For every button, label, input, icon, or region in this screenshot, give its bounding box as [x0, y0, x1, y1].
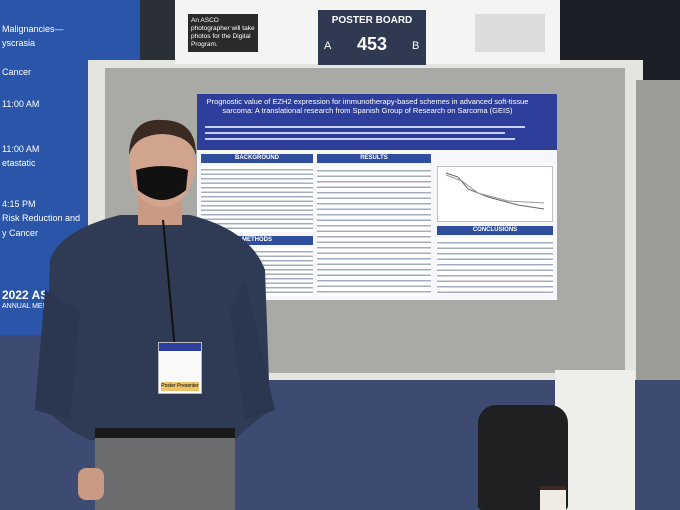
- plot-figure: [445, 172, 545, 210]
- section-heading: CONCLUSIONS: [437, 226, 553, 235]
- screen-text: 11:00 AM: [2, 99, 40, 109]
- board-number: 453: [356, 34, 388, 54]
- screen-text: Cancer: [2, 67, 32, 77]
- screen-text: 4:15 PM: [2, 199, 36, 209]
- screen-text: y Cancer: [2, 228, 39, 238]
- screen-text: Risk Reduction and: [2, 213, 81, 223]
- section-heading: BACKGROUND: [201, 154, 313, 163]
- screen-text: ANNUAL MEE: [2, 303, 48, 310]
- side-board: [636, 80, 680, 380]
- text-block: [437, 238, 553, 294]
- screen-text: yscrasia: [2, 38, 36, 48]
- sign: An ASCO photographer will take photos fo…: [175, 0, 560, 65]
- board-heading: POSTER BOARD: [331, 15, 413, 26]
- arm: [35, 290, 80, 420]
- screen-text: etastatic: [2, 158, 36, 168]
- sign-logos: [475, 14, 545, 52]
- section-heading: RESULTS: [317, 154, 431, 163]
- mask: [136, 166, 188, 200]
- shirt: [45, 215, 270, 440]
- board-label: POSTER BOARD A 453 B: [318, 10, 426, 65]
- person: [35, 119, 275, 510]
- screen-text: 11:00 AM: [2, 144, 40, 154]
- belt: [95, 428, 235, 438]
- hair: [129, 119, 196, 155]
- results-table: [317, 166, 431, 296]
- hand: [78, 468, 104, 500]
- screen-text: Malignancies—: [2, 24, 64, 34]
- badge-role: Poster Presenter: [161, 382, 199, 391]
- curve: [445, 174, 545, 204]
- lanyard: [162, 219, 176, 351]
- trousers: [95, 428, 235, 510]
- side-label: B: [412, 40, 420, 52]
- name-badge: Poster Presenter: [158, 342, 202, 394]
- curve: [445, 172, 545, 210]
- text-block: [201, 166, 313, 232]
- poster-title: Prognostic value of EZH2 expression for …: [206, 97, 529, 115]
- section-heading: METHODS: [201, 236, 313, 245]
- coffee-cup: [540, 486, 566, 510]
- poster-header: Prognostic value of EZH2 expression for …: [197, 94, 557, 150]
- booth-leg: [555, 370, 635, 510]
- badge-band: [159, 343, 201, 351]
- photographer-note: An ASCO photographer will take photos fo…: [188, 14, 258, 52]
- side-label: A: [324, 40, 332, 52]
- survival-plot: [437, 166, 553, 222]
- arm: [230, 280, 275, 420]
